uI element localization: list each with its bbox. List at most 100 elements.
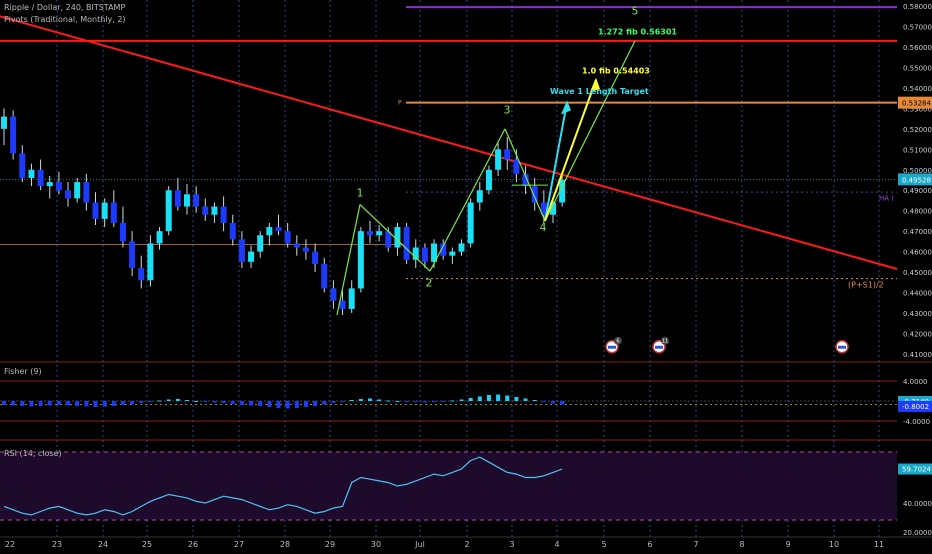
candle-body <box>476 190 483 203</box>
price-tick-label: 0.55000 <box>903 64 932 72</box>
fisher-bar <box>194 401 199 402</box>
fisher-bar <box>2 401 6 405</box>
candle-body <box>431 243 438 262</box>
fisher-bar <box>66 401 71 406</box>
candle-body <box>202 206 209 215</box>
candle-body <box>275 227 282 232</box>
fib-10-arrowhead <box>590 77 600 93</box>
fisher-bar <box>422 401 427 403</box>
price-tick-label: 0.43000 <box>903 310 932 318</box>
candle-body <box>302 247 309 252</box>
fisher-bar <box>267 401 272 407</box>
time-tick-label: 29 <box>325 540 335 549</box>
candle-body <box>266 227 273 236</box>
fisher-bar <box>349 400 354 401</box>
price-tick-label: 0.45000 <box>903 269 932 277</box>
fisher-bar <box>395 401 400 402</box>
rsi-band <box>0 452 897 520</box>
fisher-bar <box>84 401 89 407</box>
fisher-value-label: -0.8002 <box>902 403 929 411</box>
fisher-bar <box>468 398 473 401</box>
time-tick-label: 24 <box>98 540 108 549</box>
fisher-bar <box>139 401 144 403</box>
candle-body <box>504 149 511 160</box>
rsi-tick-label: 20.0000 <box>903 529 932 537</box>
candle-body <box>28 169 35 178</box>
time-tick-label: 3 <box>509 540 514 549</box>
wave-line <box>544 40 636 222</box>
candle-body <box>37 169 44 187</box>
fisher-bar <box>377 399 382 401</box>
fisher-bar <box>29 401 34 407</box>
candle-body <box>129 241 136 268</box>
candle-body <box>284 231 291 244</box>
time-tick-label: 8 <box>739 540 744 549</box>
last-price-tag <box>898 173 932 186</box>
candle-body <box>119 222 126 242</box>
fisher-bar <box>532 400 537 401</box>
candle-body <box>211 206 218 215</box>
fisher-bar <box>20 401 25 406</box>
fisher-bar <box>560 401 565 405</box>
fisher-bar <box>203 401 208 402</box>
price-tick-label: 0.49000 <box>903 187 932 195</box>
candle-body <box>394 227 401 248</box>
wave-line <box>504 128 546 222</box>
fisher-bar <box>294 401 299 408</box>
fisher-bar <box>432 401 437 402</box>
price-tick-label: 0.54000 <box>903 85 932 93</box>
price-tick-label: 0.46000 <box>903 249 932 257</box>
fisher-bar <box>185 400 189 401</box>
fisher-bar <box>93 401 98 407</box>
rsi-line <box>3 456 563 516</box>
time-tick-label: 2 <box>464 540 469 549</box>
time-tick-label: 6 <box>647 540 652 549</box>
fisher-bar <box>249 401 254 406</box>
fib-10-arrow <box>544 79 597 222</box>
event-flag-stripe <box>608 345 616 349</box>
wave-line <box>359 204 431 272</box>
fisher-bar <box>477 396 482 401</box>
price-tick-label: 0.41000 <box>903 351 932 359</box>
fisher-bar <box>340 401 345 402</box>
time-tick-label: 4 <box>554 540 559 549</box>
time-tick-label: 11 <box>874 540 884 549</box>
candle-body <box>531 186 538 203</box>
candle-body <box>385 231 392 248</box>
time-tick-label: 5 <box>601 540 606 549</box>
rsi-label: RSI (14, close) <box>4 449 62 458</box>
candle-body <box>522 173 529 187</box>
time-tick-label: 30 <box>371 540 381 549</box>
wave-line <box>429 128 506 272</box>
time-tick-label: 26 <box>188 540 198 549</box>
fisher-bar <box>148 401 153 402</box>
candle-body <box>312 251 319 264</box>
fisher-bar <box>450 400 455 402</box>
wave-line <box>336 204 361 316</box>
fisher-bar <box>486 395 491 401</box>
candle-body <box>220 206 227 223</box>
fisher-bar <box>175 399 180 401</box>
candle-body <box>467 202 474 244</box>
time-tick-label: 28 <box>280 540 290 549</box>
pivot-price-label: 0.53284 <box>902 100 931 108</box>
candle-body <box>449 251 456 256</box>
candle-body <box>165 190 172 232</box>
fisher-bar <box>505 395 510 401</box>
time-tick-label: Jul <box>414 540 425 549</box>
price-tick-label: 0.52000 <box>903 126 932 134</box>
candle-body <box>174 190 181 207</box>
fisher-bar <box>496 394 501 401</box>
fisher-bar <box>358 399 363 401</box>
time-tick-label: 22 <box>5 540 15 549</box>
candle-body <box>65 190 72 199</box>
fisher-bar <box>551 401 555 404</box>
fisher-label: Fisher (9) <box>4 367 42 376</box>
fisher-bar <box>368 398 372 401</box>
pivot-letter: P <box>398 100 402 107</box>
fisher-bar <box>75 401 80 406</box>
candle-body <box>376 231 383 236</box>
event-count: 11 <box>662 339 668 345</box>
